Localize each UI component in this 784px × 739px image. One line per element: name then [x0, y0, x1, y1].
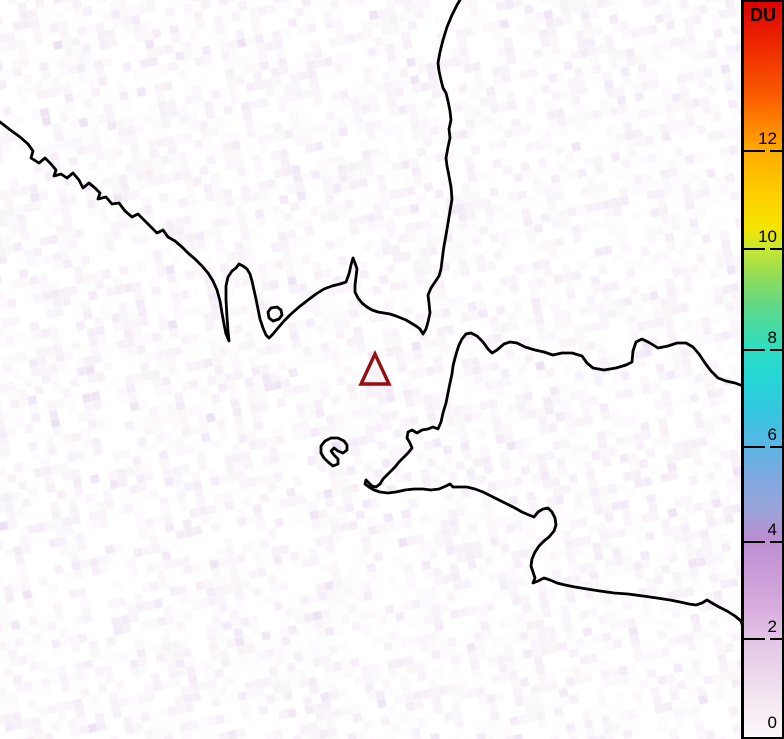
colorbar: DU 12 10 8 6 4 2 0	[741, 0, 784, 739]
map-canvas	[0, 0, 743, 629]
colorbar-tick-mark	[770, 150, 782, 152]
colorbar-tick-mark	[770, 638, 782, 640]
colorbar-tick-mark	[744, 541, 765, 543]
colorbar-tick-mark	[744, 349, 765, 351]
coastline-southeast-landmass-coast	[363, 331, 743, 629]
colorbar-tick-mark	[770, 349, 782, 351]
coastline-small-oval-island	[266, 305, 284, 323]
colorbar-tick-label: 12	[758, 129, 777, 148]
pixel-noise-background	[0, 0, 741, 739]
colorbar-tick-mark	[744, 638, 765, 640]
colorbar-gradient	[744, 2, 782, 737]
volcano-triangle-marker	[358, 349, 392, 386]
colorbar-tick-mark	[770, 541, 782, 543]
colorbar-tick-mark	[744, 446, 765, 448]
colorbar-tick-mark	[770, 446, 782, 448]
colorbar-tick-label: 0	[767, 713, 777, 732]
colorbar-tick-label: 10	[758, 227, 777, 246]
colorbar-tick-label: 8	[767, 328, 777, 347]
coastline-group	[0, 0, 743, 629]
colorbar-tick-label: 6	[767, 425, 777, 444]
colorbar-tick-label: 4	[767, 520, 777, 539]
colorbar-unit-label: DU	[750, 5, 776, 25]
colorbar-tick-label: 2	[767, 617, 777, 636]
coastline-northwest-landmass-coast	[0, 0, 462, 343]
colorbar-tick-mark	[744, 248, 765, 250]
colorbar-tick-mark	[770, 248, 782, 250]
colorbar-tick-mark	[744, 150, 765, 152]
coastline-strait-hook-island	[319, 436, 349, 468]
